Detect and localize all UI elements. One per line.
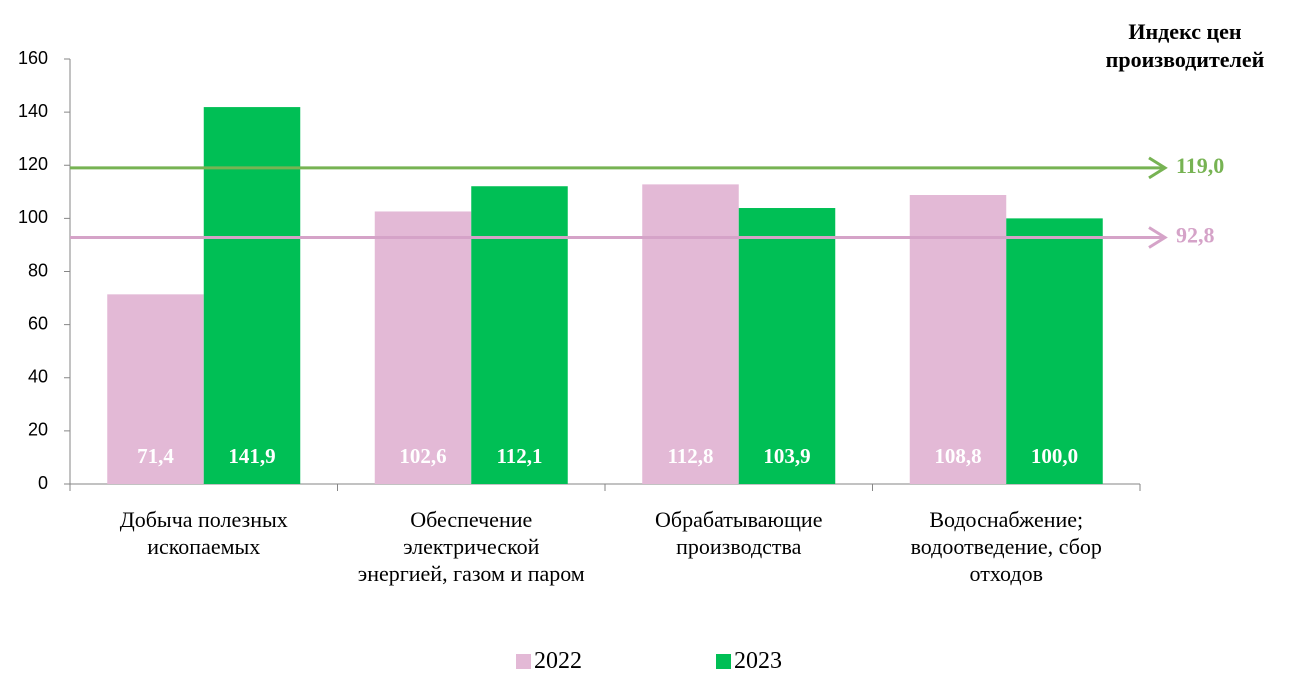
bar	[738, 208, 836, 484]
bar	[642, 184, 739, 484]
y-tick-label: 0	[38, 473, 48, 493]
bar	[107, 294, 204, 484]
arrow-head	[1148, 156, 1168, 180]
data-label: 102,6	[399, 444, 446, 468]
data-label: 108,8	[934, 444, 981, 468]
bar	[203, 107, 301, 484]
data-label: 112,8	[667, 444, 713, 468]
y-tick-label: 120	[18, 154, 48, 174]
data-label: 103,9	[763, 444, 810, 468]
y-tick-label: 140	[18, 101, 48, 121]
data-label: 71,4	[137, 444, 174, 468]
legend-swatch	[716, 654, 731, 669]
reference-label: 92,8	[1176, 223, 1215, 248]
y-tick-label: 60	[28, 313, 48, 333]
bar	[471, 186, 568, 484]
reference-label: 119,0	[1176, 153, 1224, 178]
y-tick-label: 160	[18, 48, 48, 68]
data-label: 112,1	[496, 444, 542, 468]
x-tick-label: Обеспечение электрической энергией, газо…	[357, 507, 585, 586]
legend-item: 2022	[516, 648, 582, 673]
x-tick-label: Обрабатывающие производства	[655, 507, 823, 559]
bar	[909, 195, 1007, 484]
x-tick-label: Добыча полезных ископаемых	[119, 507, 288, 559]
data-label: 141,9	[228, 444, 275, 468]
bar	[1006, 218, 1103, 484]
chart-title: Индекс цен производителей	[1105, 19, 1265, 72]
legend-swatch	[516, 654, 531, 669]
legend-label: 2023	[734, 648, 782, 673]
legend-item: 2023	[716, 648, 782, 673]
data-label: 100,0	[1031, 444, 1078, 468]
arrow-head	[1148, 226, 1168, 249]
y-tick-label: 100	[18, 207, 48, 227]
y-tick-label: 40	[28, 367, 48, 387]
y-tick-label: 80	[28, 260, 48, 280]
y-tick-label: 20	[28, 420, 48, 440]
x-tick-label: Водоснабжение; водоотведение, сбор отход…	[910, 507, 1102, 586]
bar	[374, 211, 472, 484]
legend-label: 2022	[534, 648, 582, 673]
